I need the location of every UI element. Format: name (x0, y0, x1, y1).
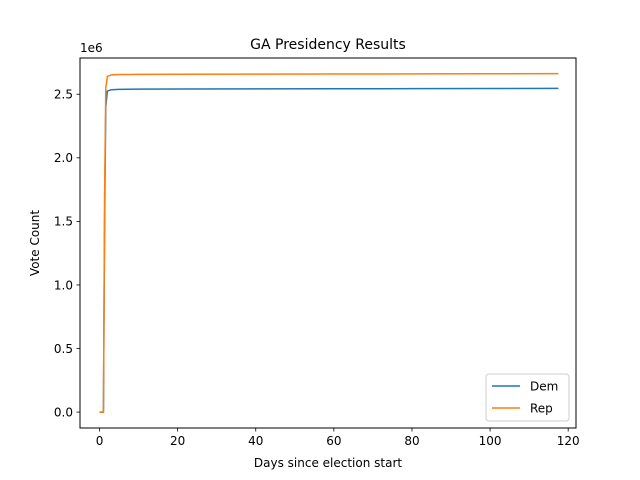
y-tick-label: 1.0 (54, 278, 73, 292)
y-tick-label: 1.5 (54, 215, 73, 229)
y-tick-label: 0.0 (54, 405, 73, 419)
legend-label-dem: Dem (530, 379, 558, 393)
x-tick-label: 20 (170, 434, 185, 448)
series-layer (99, 72, 559, 413)
x-tick-label: 80 (404, 434, 419, 448)
legend-entries: Dem Rep (492, 379, 558, 415)
series-line-rep (99, 72, 559, 413)
y-axis-ticks: 0.0 0.5 1.0 1.5 2.0 2.5 (54, 88, 80, 419)
series-line-dem (99, 87, 559, 413)
x-tick-label: 0 (96, 434, 104, 448)
plot-area-frame (79, 57, 577, 429)
x-axis-ticks: 0 20 40 60 80 100 120 (96, 428, 580, 448)
y-tick-label: 0.5 (54, 342, 73, 356)
legend: Dem Rep (485, 373, 570, 422)
x-tick-label: 120 (557, 434, 580, 448)
x-tick-label: 100 (479, 434, 502, 448)
legend-label-rep: Rep (530, 401, 553, 415)
x-tick-label: 60 (326, 434, 341, 448)
x-tick-label: 40 (248, 434, 263, 448)
chart-title: GA Presidency Results (250, 37, 406, 53)
y-axis-offset-label: 1e6 (80, 41, 103, 55)
x-axis-label: Days since election start (254, 456, 402, 470)
y-tick-label: 2.0 (54, 151, 73, 165)
y-tick-label: 2.5 (54, 88, 73, 102)
y-axis-label: Vote Count (28, 210, 42, 276)
